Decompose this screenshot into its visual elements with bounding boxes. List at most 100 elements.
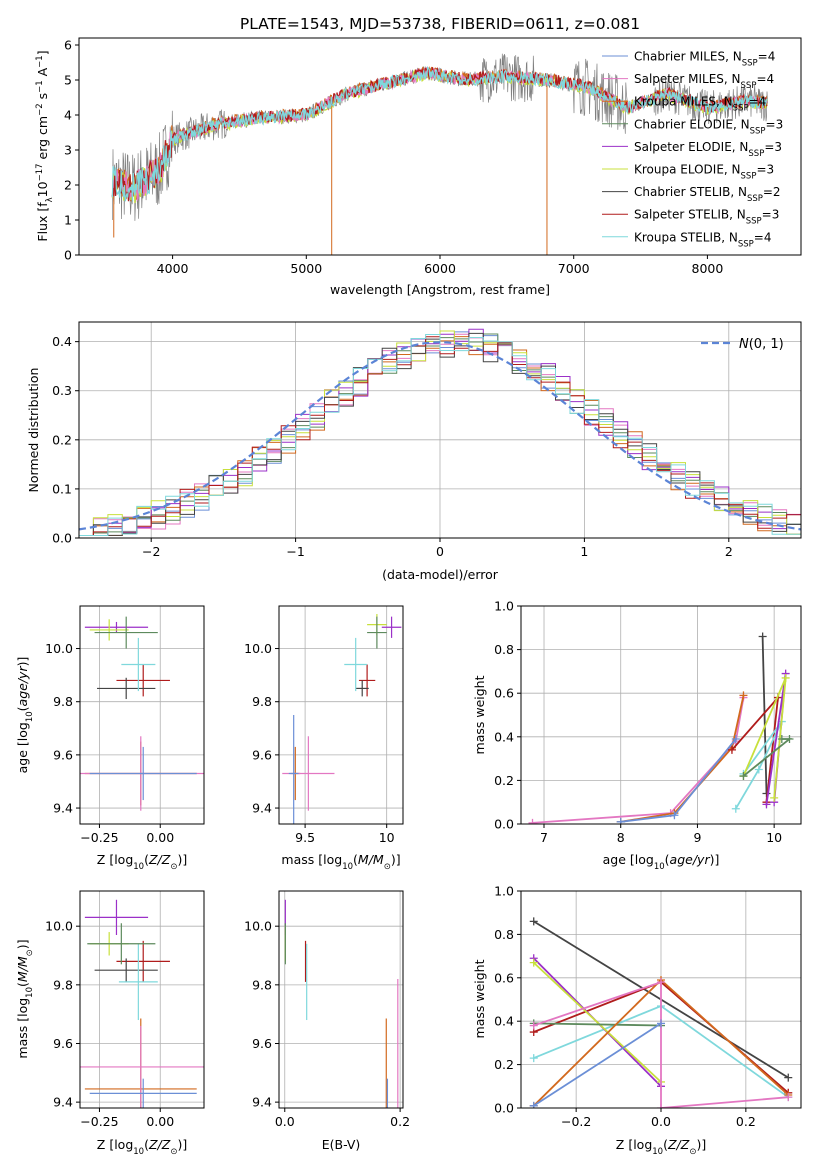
label-part: Z [log xyxy=(97,852,133,867)
y-axis-label: Normed distribution xyxy=(26,368,41,493)
axes-frame xyxy=(79,890,205,1109)
x-tick-label: 9.5 xyxy=(295,830,315,845)
y-tick-label: 0.8 xyxy=(494,642,514,657)
label-part: =2 xyxy=(763,185,781,199)
label-part: )] xyxy=(177,852,187,867)
label-part: =3 xyxy=(766,117,784,131)
label-part: Flux [f xyxy=(35,202,50,242)
label-part: wavelength [Angstrom, rest frame] xyxy=(330,282,550,297)
y-tick-label: 5 xyxy=(64,73,72,88)
weight-line-miles_salpeter xyxy=(532,697,745,824)
x-axis-label: age [log10(age/yr)] xyxy=(603,852,720,872)
label-part: Chabrier ELODIE, N xyxy=(634,117,750,131)
label-part: 10 xyxy=(133,1147,144,1157)
weight-marker-miles_kroupa xyxy=(739,691,748,700)
label-part: SSP xyxy=(741,172,757,182)
label-part: ⊙ xyxy=(170,862,177,872)
label-part: =3 xyxy=(756,163,774,177)
label-part: Z/Z xyxy=(148,1137,171,1152)
y-tick-label: 1.0 xyxy=(494,599,514,614)
x-tick-label: 10 xyxy=(766,830,782,845)
model-spectrum-stelib_kroupa xyxy=(111,65,768,202)
figure-title: PLATE=1543, MJD=53738, FIBERID=0611, z=0… xyxy=(240,15,640,33)
label-part: 10 xyxy=(342,862,353,872)
y-tick-label: 0.4 xyxy=(494,729,514,744)
y-tick-label: 0.0 xyxy=(494,1101,514,1116)
label-part: 10 xyxy=(35,181,50,197)
label-part: Kroupa STELIB, N xyxy=(634,230,738,244)
label-part: SSP xyxy=(747,194,763,204)
y-tick-label: 9.8 xyxy=(252,694,272,709)
label-part: 10 xyxy=(25,987,35,998)
y-tick-label: 4 xyxy=(64,108,72,123)
x-tick-label: −0.25 xyxy=(80,830,118,845)
age-vs-Z-panel: −0.25 0.009.49.69.810.0Z [log10(Z/Z⊙)]age… xyxy=(15,605,205,872)
spectrum-panel: 4000 5000 6000 7000 8000 0 1 2 3 4 5 6 wavelength [A… xyxy=(35,37,802,297)
label-part: SSP xyxy=(733,104,749,114)
weight-marker-stelib_chabrier xyxy=(529,917,538,926)
weight-marker-miles_salpeter xyxy=(657,1104,665,1108)
y-tick-label: 9.4 xyxy=(252,801,272,816)
label-part: ] xyxy=(35,50,50,55)
x-tick-label: 2 xyxy=(725,544,733,559)
label-part: ( xyxy=(15,706,30,711)
label-part: Salpeter MILES, N xyxy=(634,72,741,86)
label-part: ( xyxy=(663,1137,668,1152)
label-part: =4 xyxy=(758,50,776,64)
label-part: age/yr xyxy=(670,852,711,867)
hist-step-stelib_kroupa xyxy=(79,334,801,536)
x-tick-label: −0.2 xyxy=(561,1114,591,1129)
y-tick-label: 9.6 xyxy=(252,1036,272,1051)
label-part: Z [log xyxy=(616,1137,652,1152)
weight-marker-miles_chabrier xyxy=(670,811,679,820)
label-part: ( xyxy=(144,852,149,867)
y-tick-label: 6 xyxy=(64,38,72,53)
legend-label-elodie_kroupa: Kroupa ELODIE, NSSP=3 xyxy=(634,163,774,182)
x-axis-label: Z [log10(Z/Z⊙)] xyxy=(97,1137,187,1157)
label-part: Kroupa MILES, N xyxy=(634,95,733,109)
label-part: λ xyxy=(45,197,55,202)
mass-vs-Z-panel: −0.25 0.009.49.69.810.0Z [log10(Z/Z⊙)]mas… xyxy=(15,890,205,1157)
y-tick-label: 0.0 xyxy=(494,817,514,832)
weight-marker-stelib_salpeter xyxy=(727,745,736,754)
weight-marker-stelib_chabrier xyxy=(784,1073,793,1082)
x-axis-label: E(B-V) xyxy=(322,1137,361,1152)
y-tick-label: 9.6 xyxy=(53,747,73,762)
x-tick-label: 8000 xyxy=(692,261,724,276)
label-part: (0, 1) xyxy=(749,337,784,352)
label-part: Z/Z xyxy=(148,852,171,867)
label-part: A xyxy=(35,67,50,80)
y-tick-label: 10.0 xyxy=(45,919,73,934)
gaussian-curve xyxy=(79,341,801,531)
label-part: SSP xyxy=(746,217,762,227)
weight-line-stelib_kroupa xyxy=(735,720,783,810)
x-tick-label: 0.2 xyxy=(390,1114,410,1129)
histogram-panel: −2 −1 0 1 2 0.0 0.1 0.2 0.3 0.4 (data-model)/error… xyxy=(26,321,802,582)
weight-marker-miles_salpeter xyxy=(784,1093,793,1102)
weight-marker-stelib_kroupa xyxy=(529,1054,538,1063)
legend-label-stelib_chabrier: Chabrier STELIB, NSSP=2 xyxy=(634,185,781,204)
label-part: ( xyxy=(15,982,30,987)
label-part: ⊙ xyxy=(25,949,35,956)
weight-line-miles_salpeter xyxy=(533,980,789,1108)
label-part: ( xyxy=(144,1137,149,1152)
y-tick-label: 9.6 xyxy=(252,747,272,762)
label-part: ⊙ xyxy=(170,1147,177,1157)
y-axis-label: mass [log10(M/M⊙)] xyxy=(15,939,35,1058)
y-tick-label: 0.1 xyxy=(52,481,72,496)
y-tick-label: 9.8 xyxy=(53,977,73,992)
label-part: age/yr xyxy=(15,666,30,707)
weight-line-elodie_kroupa xyxy=(533,961,662,1083)
legend-label-stelib_kroupa: Kroupa STELIB, NSSP=4 xyxy=(634,230,772,249)
x-tick-label: −1 xyxy=(286,544,304,559)
label-part: Z [log xyxy=(97,1137,133,1152)
y-tick-label: 1 xyxy=(64,213,72,228)
axes-frame xyxy=(520,605,802,825)
axes-frame xyxy=(278,605,404,825)
y-tick-label: 10.0 xyxy=(244,919,272,934)
y-tick-label: 0.2 xyxy=(494,773,514,788)
x-axis-label: mass [log10(M/M⊙)] xyxy=(281,852,400,872)
y-axis-label: age [log10(age/yr)] xyxy=(15,657,35,774)
